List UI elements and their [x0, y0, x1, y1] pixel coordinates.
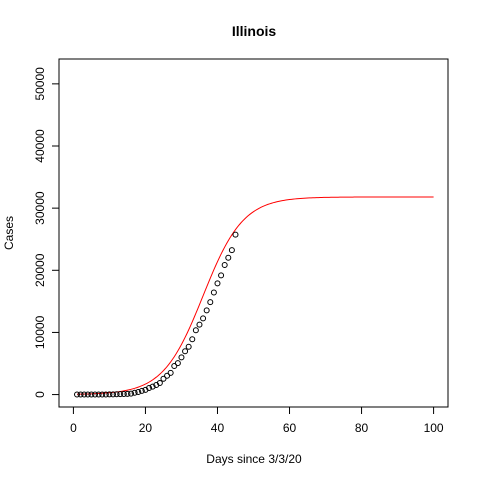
data-point — [102, 391, 109, 398]
data-point — [135, 388, 142, 395]
data-point — [156, 379, 163, 386]
data-point — [110, 391, 117, 398]
data-point — [84, 391, 91, 398]
data-point — [200, 315, 207, 322]
y-tick-label: 20000 — [33, 253, 47, 287]
data-point — [210, 289, 217, 296]
x-tick-label: 0 — [70, 421, 77, 435]
data-point — [196, 321, 203, 328]
x-tick-label: 20 — [139, 421, 153, 435]
x-tick-label: 60 — [283, 421, 297, 435]
chart-title: Illinois — [232, 23, 277, 39]
data-point — [117, 391, 124, 398]
data-point — [167, 369, 174, 376]
y-axis-label: Cases — [2, 216, 16, 250]
data-point — [182, 348, 189, 355]
plot-frame — [58, 58, 449, 408]
y-tick-label: 10000 — [33, 315, 47, 349]
data-point — [192, 327, 199, 334]
data-point — [99, 391, 106, 398]
y-tick-label: 30000 — [33, 191, 47, 225]
data-point — [185, 343, 192, 350]
data-point — [74, 391, 81, 398]
data-point — [138, 387, 145, 394]
fit-line — [77, 196, 434, 395]
data-point — [221, 261, 228, 268]
data-point — [95, 391, 102, 398]
data-point — [92, 391, 99, 398]
data-point — [149, 383, 156, 390]
data-point — [218, 272, 225, 279]
y-axis: 0 10000 20000 30000 40000 50000 — [33, 67, 60, 398]
data-point — [88, 391, 95, 398]
data-point — [164, 372, 171, 379]
data-point — [214, 280, 221, 287]
data-point — [131, 389, 138, 396]
data-point — [189, 336, 196, 343]
x-tick-label: 100 — [424, 421, 444, 435]
data-point — [203, 307, 210, 314]
data-point — [160, 375, 167, 382]
data-point — [174, 360, 181, 367]
y-tick-label: 0 — [33, 391, 47, 398]
x-axis-label: Days since 3/3/20 — [206, 452, 302, 466]
x-tick-label: 80 — [355, 421, 369, 435]
data-point — [106, 391, 113, 398]
data-point — [207, 299, 214, 306]
data-point — [146, 385, 153, 392]
fit-line-group — [77, 196, 434, 395]
points-group — [74, 231, 239, 398]
data-point — [124, 390, 131, 397]
x-tick-label: 40 — [211, 421, 225, 435]
data-point — [81, 391, 88, 398]
y-tick-label: 50000 — [33, 67, 47, 101]
data-point — [232, 231, 239, 238]
data-point — [113, 391, 120, 398]
x-axis: 0 20 40 60 80 100 — [70, 406, 444, 435]
data-point — [77, 391, 84, 398]
data-point — [171, 363, 178, 370]
data-point — [178, 354, 185, 361]
data-point — [225, 254, 232, 261]
y-tick-label: 40000 — [33, 129, 47, 163]
data-point — [128, 390, 135, 397]
data-point — [228, 247, 235, 254]
data-point — [120, 390, 127, 397]
